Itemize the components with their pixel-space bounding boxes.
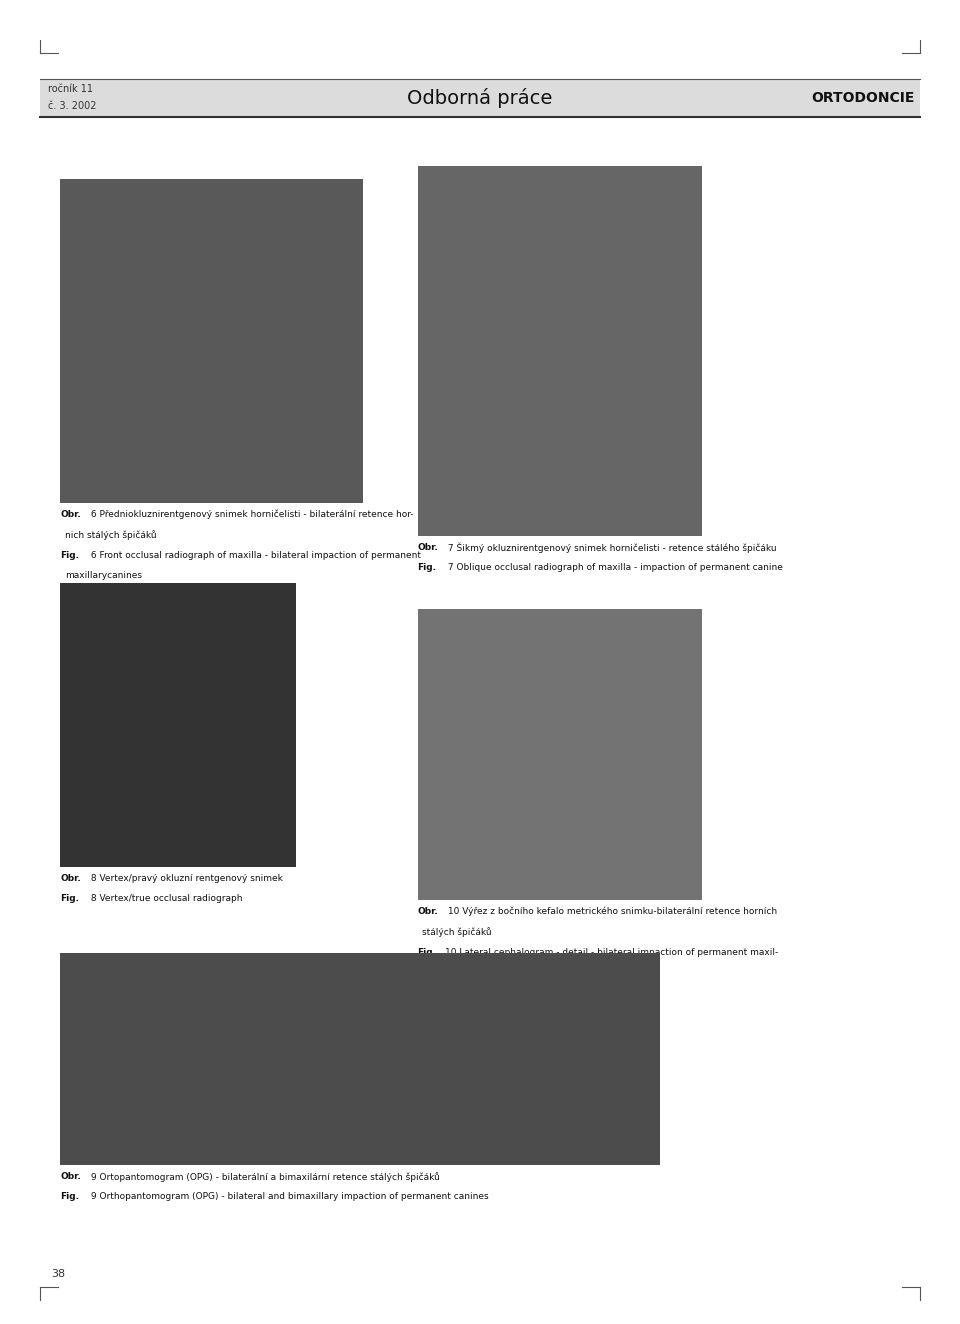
Text: Obr.: Obr. <box>60 1172 82 1181</box>
Text: Fig.: Fig. <box>60 1192 80 1201</box>
Text: nich stálých špičáků: nich stálých špičáků <box>65 530 156 540</box>
Text: 7 Oblique occlusal radiograph of maxilla - impaction of permanent canine: 7 Oblique occlusal radiograph of maxilla… <box>444 564 782 572</box>
Text: 7 Šikmý okluznirentgenový snimek horničelisti - retence stálého špičáku: 7 Šikmý okluznirentgenový snimek horniče… <box>444 543 777 553</box>
Text: 9 Orthopantomogram (OPG) - bilateral and bimaxillary impaction of permanent cani: 9 Orthopantomogram (OPG) - bilateral and… <box>87 1192 489 1201</box>
Text: 6 Předniokluznirentgenový snimek horničelisti - bilaterální retence hor-: 6 Předniokluznirentgenový snimek horniče… <box>87 510 413 519</box>
Text: 9 Ortopantomogram (OPG) - bilaterální a bimaxilární retence stálých špičáků: 9 Ortopantomogram (OPG) - bilaterální a … <box>87 1172 440 1181</box>
Text: lary canines: lary canines <box>422 969 477 977</box>
Text: Obr.: Obr. <box>418 907 439 916</box>
Text: 8 Vertex/true occlusal radiograph: 8 Vertex/true occlusal radiograph <box>87 895 242 903</box>
Text: Fig.: Fig. <box>60 895 80 903</box>
Text: ročník 11: ročník 11 <box>48 83 93 94</box>
Text: stálých špičáků: stálých špičáků <box>422 927 492 937</box>
Text: Fig.: Fig. <box>60 551 80 560</box>
Text: č. 3. 2002: č. 3. 2002 <box>48 101 97 111</box>
Text: Obr.: Obr. <box>60 510 82 519</box>
Text: 6 Front occlusal radiograph of maxilla - bilateral impaction of permanent: 6 Front occlusal radiograph of maxilla -… <box>87 551 420 560</box>
Text: 10 Výřez z bočního kefalo metrického snimku-bilaterální retence horních: 10 Výřez z bočního kefalo metrického sni… <box>444 907 777 916</box>
Text: 38: 38 <box>51 1268 65 1279</box>
Bar <box>40 79 920 118</box>
Text: Odborná práce: Odborná práce <box>407 87 553 109</box>
Text: Obr.: Obr. <box>60 874 82 883</box>
Text: ORTODONCIE: ORTODONCIE <box>811 91 915 105</box>
Text: Fig.: Fig. <box>418 948 437 957</box>
Text: Obr.: Obr. <box>418 543 439 552</box>
Text: maxillarycanines: maxillarycanines <box>65 572 142 580</box>
Text: Fig.: Fig. <box>418 564 437 572</box>
Text: 8 Vertex/pravý okluzní rentgenový snimek: 8 Vertex/pravý okluzní rentgenový snimek <box>87 874 282 883</box>
Text: 10 Lateral cephalogram - detail - bilateral impaction of permanent maxil-: 10 Lateral cephalogram - detail - bilate… <box>444 948 778 957</box>
